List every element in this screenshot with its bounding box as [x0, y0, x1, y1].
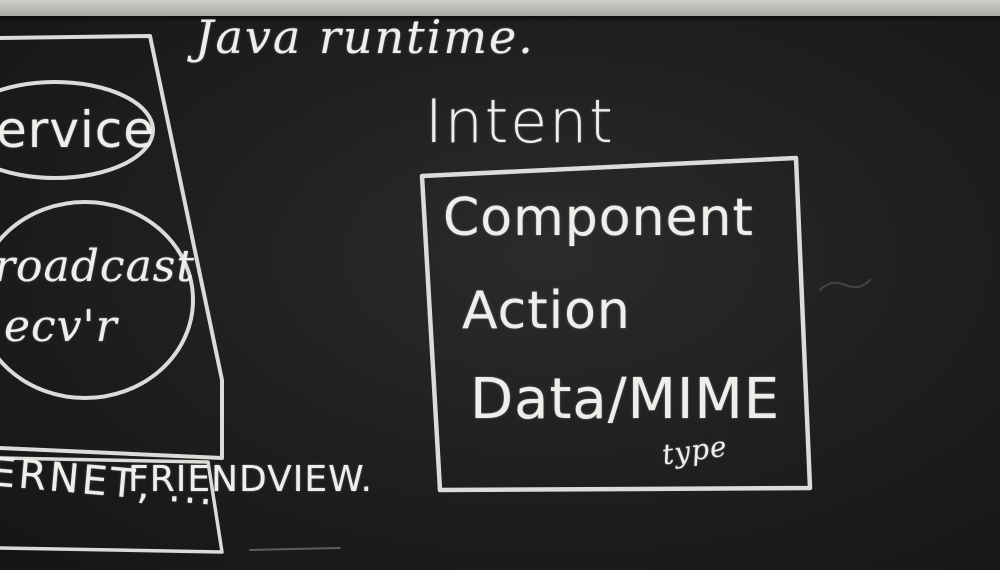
friends-label: FRIENDVIEW. [128, 459, 373, 500]
intent-field-data-mime: Data/MIME [470, 367, 781, 432]
chalk-smudge [249, 547, 341, 551]
broadcast-label-line1: roadcast [0, 241, 196, 292]
left-container-outline [0, 34, 224, 460]
chalk-smudge [819, 279, 871, 291]
intent-box [419, 155, 813, 493]
left-bottom-bracket [0, 456, 224, 554]
java-runtime-title: Java runtime. [195, 10, 535, 64]
intent-field-action: Action [462, 281, 631, 341]
service-label: ervice [0, 101, 156, 159]
intent-field-component: Component [443, 188, 754, 248]
intent-heading: Intent [425, 87, 615, 157]
board-top-ledge [0, 0, 1000, 16]
broadcast-label-line2: ecv'r [4, 301, 118, 352]
board-ledge-shadow [0, 16, 1000, 22]
service-ellipse [0, 80, 155, 180]
broadcast-ellipse [0, 200, 195, 400]
